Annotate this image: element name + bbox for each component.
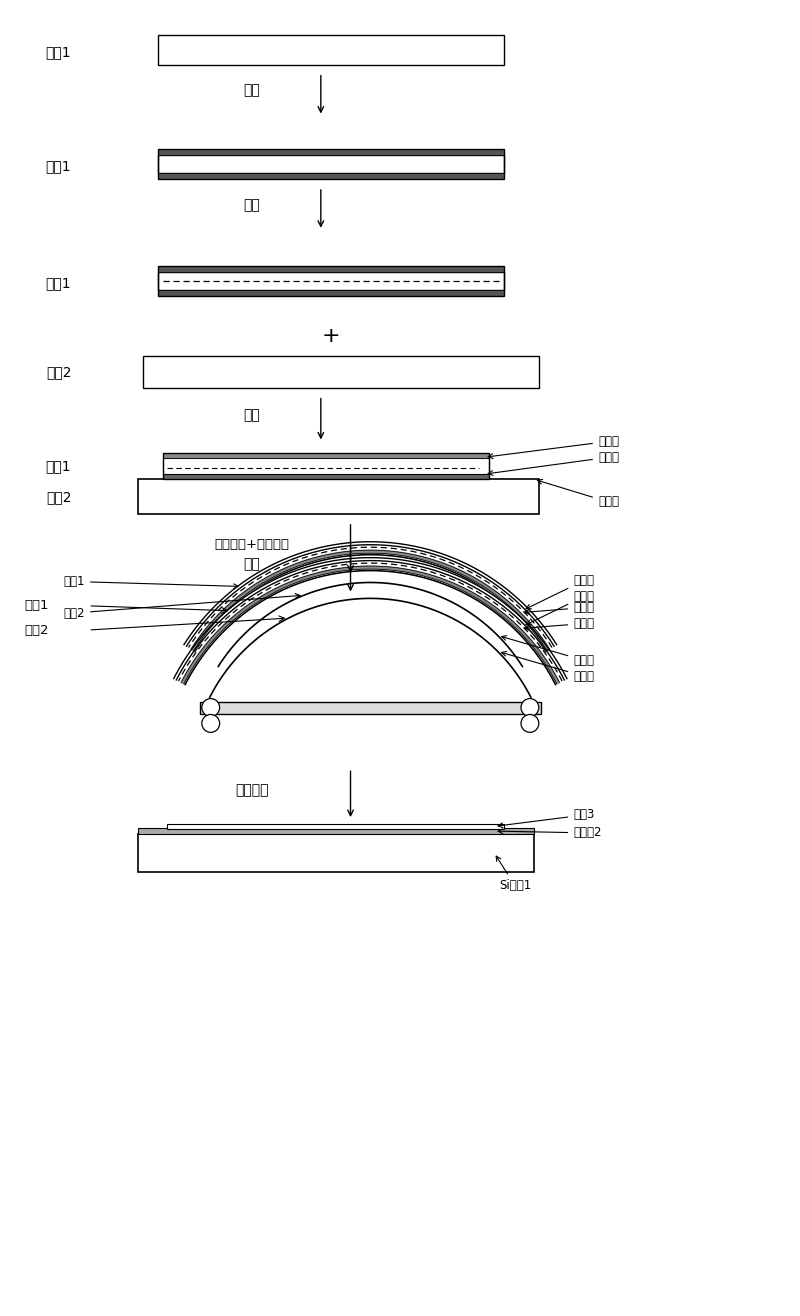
Polygon shape <box>174 558 567 680</box>
Text: 硅片2: 硅片2 <box>24 624 49 637</box>
Bar <box>158 291 504 296</box>
Text: 硅片1: 硅片1 <box>24 599 49 612</box>
Bar <box>162 458 489 474</box>
Text: 硅片1: 硅片1 <box>63 575 238 588</box>
Text: 注氢层: 注氢层 <box>526 574 594 609</box>
Text: 硅片1: 硅片1 <box>46 276 71 291</box>
Text: 边界处: 边界处 <box>502 651 594 683</box>
Text: 机械弯曲+键合退火: 机械弯曲+键合退火 <box>214 538 289 551</box>
Text: 绝缘层2: 绝缘层2 <box>498 826 602 840</box>
Text: 氧化层: 氧化层 <box>525 601 594 615</box>
Text: 顶层3: 顶层3 <box>498 808 594 828</box>
Bar <box>167 824 504 829</box>
Text: +: + <box>322 326 340 346</box>
Bar <box>162 474 489 479</box>
Bar <box>138 479 538 515</box>
Bar <box>158 267 504 272</box>
Circle shape <box>521 715 539 732</box>
Polygon shape <box>184 542 557 646</box>
Text: 注氢层: 注氢层 <box>526 590 594 625</box>
Text: 注氢层: 注氢层 <box>488 434 619 458</box>
Bar <box>162 453 489 458</box>
Text: 硅片2: 硅片2 <box>46 490 71 504</box>
Text: 氧化层: 氧化层 <box>525 617 594 630</box>
Text: 注氢: 注氢 <box>243 197 260 212</box>
Circle shape <box>521 699 539 716</box>
Text: 贴合: 贴合 <box>243 408 260 422</box>
Bar <box>158 149 504 155</box>
Text: 硅片2: 硅片2 <box>63 594 300 620</box>
Text: 硅片1: 硅片1 <box>46 45 71 59</box>
Text: 边界处: 边界处 <box>502 636 594 667</box>
Bar <box>158 174 504 179</box>
Circle shape <box>202 699 220 716</box>
Text: 硅片1: 硅片1 <box>46 159 71 174</box>
Polygon shape <box>181 566 559 684</box>
Text: 卸架: 卸架 <box>243 558 260 571</box>
Bar <box>138 834 534 871</box>
Polygon shape <box>191 550 550 650</box>
Text: Si衬底1: Si衬底1 <box>496 857 531 892</box>
Bar <box>142 355 538 388</box>
Bar <box>200 703 541 715</box>
Text: 氧化: 氧化 <box>243 84 260 97</box>
Circle shape <box>202 715 220 732</box>
Bar <box>158 267 504 296</box>
Bar <box>158 272 504 291</box>
Bar <box>158 155 504 174</box>
Text: 硅片2: 硅片2 <box>46 365 71 379</box>
Polygon shape <box>185 571 555 697</box>
Bar <box>138 828 534 834</box>
Text: 边界处: 边界处 <box>538 479 619 508</box>
Bar <box>158 149 504 179</box>
Text: 氧化层: 氧化层 <box>488 451 619 475</box>
Text: 硅片1: 硅片1 <box>46 459 71 474</box>
Text: 高温剥离: 高温剥离 <box>235 783 268 797</box>
Bar <box>162 453 489 479</box>
Bar <box>158 36 504 64</box>
Polygon shape <box>195 554 546 666</box>
